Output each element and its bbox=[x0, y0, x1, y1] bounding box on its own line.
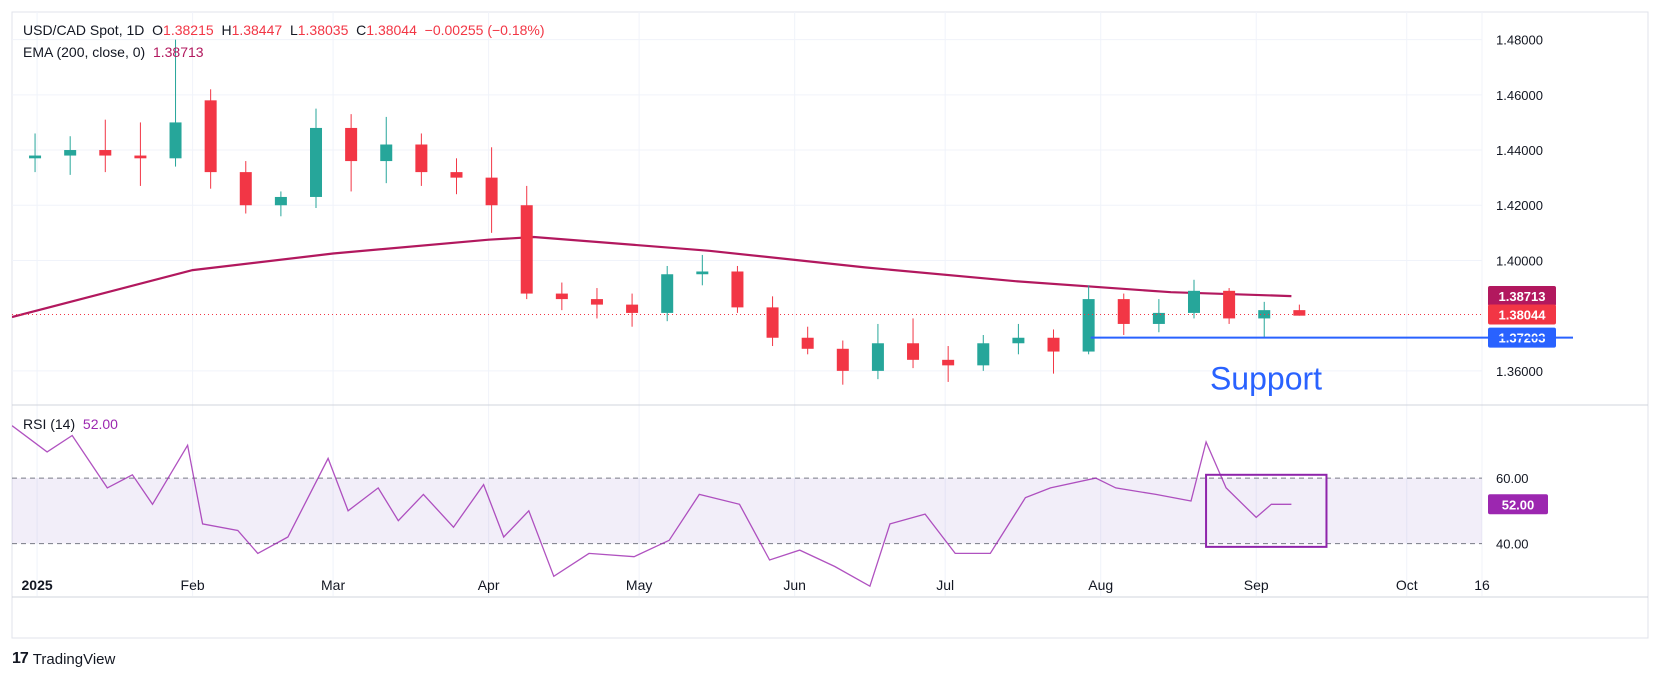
candle-body bbox=[977, 343, 990, 366]
candle-body bbox=[661, 274, 674, 313]
candle-body bbox=[871, 343, 884, 371]
candle-body bbox=[239, 172, 252, 206]
rsi-line bbox=[12, 425, 1292, 588]
candle-body bbox=[801, 337, 814, 349]
candle-body bbox=[696, 271, 709, 275]
candle-body bbox=[485, 177, 498, 206]
rsi-tick-label: 60.00 bbox=[1496, 471, 1529, 486]
rsi-pane bbox=[12, 425, 1482, 588]
candle-body bbox=[520, 205, 533, 294]
price-tick-label: 1.40000 bbox=[1496, 253, 1543, 268]
rsi-tick-label: 40.00 bbox=[1496, 537, 1529, 552]
ema-200-line bbox=[12, 235, 1292, 319]
price-tick-label: 1.44000 bbox=[1496, 143, 1543, 158]
candle-body bbox=[942, 359, 955, 366]
candle-body bbox=[590, 299, 603, 305]
time-tick-label: Apr bbox=[478, 577, 500, 593]
rsi-highlight-box bbox=[1205, 473, 1328, 548]
rsi-value: 52.00 bbox=[82, 416, 118, 432]
candle-body bbox=[380, 144, 393, 162]
candle-body bbox=[1047, 337, 1060, 352]
price-axis[interactable]: 1.48000 1.46000 1.44000 1.42000 1.40000 1.360… bbox=[1488, 33, 1556, 552]
time-tick-label: Sep bbox=[1244, 577, 1269, 593]
candle-body bbox=[1293, 310, 1306, 316]
candle-body bbox=[415, 144, 428, 173]
price-pane bbox=[12, 39, 1482, 385]
price-tick-label: 1.42000 bbox=[1496, 198, 1543, 213]
price-tick-label: 1.36000 bbox=[1496, 364, 1543, 379]
close-label: C bbox=[356, 22, 367, 38]
chart-frame bbox=[11, 11, 1649, 639]
tradingview-logo-icon: 17 bbox=[12, 650, 29, 667]
time-tick-label: Jun bbox=[783, 577, 806, 593]
candle-body bbox=[907, 343, 920, 360]
brand-name: TradingView bbox=[32, 650, 116, 668]
price-tick-label: 1.46000 bbox=[1496, 88, 1543, 103]
candle-body bbox=[1187, 290, 1200, 313]
candle-body bbox=[766, 307, 779, 338]
candle-body bbox=[274, 196, 287, 206]
support-label: Support bbox=[1210, 361, 1322, 397]
candle-body bbox=[1082, 299, 1095, 352]
change-value: −0.00255 (−0.18%) bbox=[424, 22, 545, 38]
time-tick-label: Aug bbox=[1088, 577, 1113, 593]
price-tag bbox=[1488, 304, 1556, 325]
candle-body bbox=[169, 122, 182, 159]
time-tick-label: Mar bbox=[321, 577, 345, 593]
candle-body bbox=[99, 150, 112, 156]
ema-label: EMA (200, close, 0) bbox=[23, 44, 146, 60]
time-tick-label: 16 bbox=[1474, 577, 1490, 593]
ema-value: 1.38713 bbox=[152, 44, 204, 60]
candle-body bbox=[731, 271, 744, 308]
symbol-title[interactable]: USD/CAD Spot, 1D bbox=[23, 22, 145, 38]
time-tick-label: 2025 bbox=[22, 577, 53, 593]
candle-body bbox=[450, 172, 463, 178]
candle-body bbox=[134, 155, 147, 159]
grid bbox=[12, 12, 1483, 596]
candle-body bbox=[626, 304, 639, 313]
price-tag-label: 1.38713 bbox=[1499, 289, 1546, 304]
rsi-value-tag bbox=[1488, 494, 1548, 515]
rsi-value-tag-label: 52.00 bbox=[1502, 497, 1535, 512]
close-value: 1.38044 bbox=[366, 22, 417, 38]
chart-canvas: 1.48000 1.46000 1.44000 1.42000 1.40000 1.360… bbox=[11, 11, 1649, 639]
open-label: O bbox=[152, 22, 164, 38]
low-label: L bbox=[289, 22, 298, 38]
candle-body bbox=[1152, 312, 1165, 324]
candle-body bbox=[310, 127, 323, 197]
candle-body bbox=[1223, 290, 1236, 319]
time-axis[interactable]: 2025 Feb Mar Apr May Jun Jul Aug Sep Oct 16 bbox=[22, 577, 1490, 593]
time-tick-label: Jul bbox=[936, 577, 954, 593]
annotations: Support bbox=[1090, 336, 1573, 548]
candle-body bbox=[1012, 337, 1025, 344]
symbol-legend: USD/CAD Spot, 1D O1.38215 H1.38447 L1.38… bbox=[23, 22, 545, 38]
rsi-label: RSI (14) bbox=[23, 416, 76, 432]
ema-legend[interactable]: EMA (200, close, 0) 1.38713 bbox=[23, 44, 204, 60]
price-tag bbox=[1488, 285, 1556, 306]
time-tick-label: Oct bbox=[1396, 577, 1418, 593]
time-tick-label: Feb bbox=[181, 577, 205, 593]
candle-body bbox=[836, 348, 849, 371]
rsi-band bbox=[12, 478, 1482, 544]
candle-body bbox=[29, 155, 42, 159]
open-value: 1.38215 bbox=[163, 22, 214, 38]
low-value: 1.38035 bbox=[297, 22, 349, 38]
price-tag-label: 1.38044 bbox=[1499, 307, 1547, 322]
high-label: H bbox=[221, 22, 232, 38]
price-tick-label: 1.48000 bbox=[1496, 33, 1543, 48]
candle-body bbox=[555, 293, 568, 300]
candle-body bbox=[204, 100, 217, 173]
rsi-legend[interactable]: RSI (14) 52.00 bbox=[23, 416, 118, 432]
candle-body bbox=[1117, 299, 1130, 324]
candle-body bbox=[64, 150, 77, 156]
high-value: 1.38447 bbox=[231, 22, 283, 38]
time-tick-label: May bbox=[626, 577, 652, 593]
tradingview-brand[interactable]: 17 TradingView bbox=[12, 650, 115, 668]
candle-body bbox=[345, 127, 358, 162]
